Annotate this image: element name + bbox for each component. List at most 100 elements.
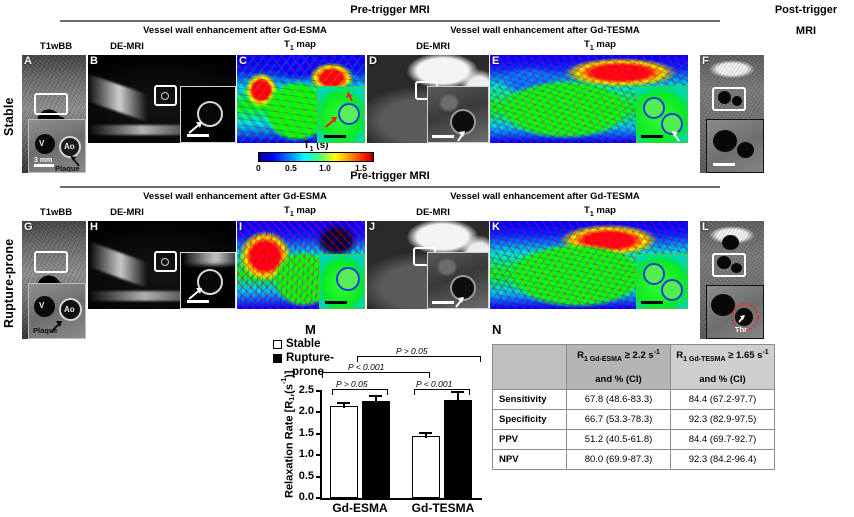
- chart-ytick-2.5: 2.5: [298, 384, 314, 396]
- panel-e-inset-vein: [643, 97, 665, 119]
- panel-b-inset-arrow: [188, 122, 202, 134]
- sig-bracket-3-tick-left: [414, 389, 416, 395]
- panel-j-inset-scalebar: [432, 301, 454, 304]
- panel-g-aorta: [59, 298, 82, 321]
- esma-group-header-row1: Vessel wall enhancement after Gd-ESMA: [143, 25, 327, 36]
- colorbar-gradient: [258, 152, 374, 162]
- panel-k-t1map-tesma-rupture[interactable]: K: [490, 221, 688, 309]
- panel-a-roi-box: [34, 93, 68, 115]
- panel-g-inset: V Ao Plaque: [28, 283, 86, 339]
- panel-h-inset-ring: [197, 269, 223, 295]
- panel-l-post-trigger-rupture[interactable]: L Thr: [700, 221, 764, 339]
- panel-b-demri-esma-stable[interactable]: B: [88, 55, 236, 143]
- errorcap-tesma-stable: [419, 432, 432, 434]
- demri-header-b: DE-MRI: [416, 41, 450, 52]
- panel-a-vein-label: V: [39, 139, 45, 148]
- accuracy-table: R1 Gd-ESMA ≥ 2.2 s-1 and % (CI) R1 Gd-TE…: [492, 343, 775, 471]
- table-row: Sensitivity 67.8 (48.6-83.3) 84.4 (67.2-…: [492, 389, 775, 411]
- panel-h-inset: [180, 252, 236, 309]
- legend-label-rupture-line2: prone: [292, 366, 324, 378]
- chart-xlabel-tesma: Gd-TESMA: [411, 501, 475, 515]
- panel-f-vessel-1: [718, 91, 731, 104]
- panel-a-aorta-label: Ao: [64, 142, 75, 151]
- panel-l-vessel-1: [717, 256, 731, 269]
- panel-a-scalebar-label: 3 mm: [34, 157, 53, 164]
- bar-tesma-stable[interactable]: [412, 436, 440, 498]
- errorbar-esma-rupture: [375, 395, 377, 403]
- table-header-esma: R1 Gd-ESMA ≥ 2.2 s-1 and % (CI): [566, 343, 671, 391]
- post-trigger-header-line2: MRI: [795, 25, 817, 37]
- errorbar-tesma-rupture: [457, 391, 459, 401]
- panel-b-label: B: [90, 55, 98, 67]
- panel-l-roi-box: [712, 253, 746, 277]
- chart-ytickmark-0.0: [316, 497, 320, 499]
- table-metric-ppv: PPV: [492, 429, 567, 451]
- panel-e-inset-aorta: [661, 113, 683, 135]
- panel-c-t1map-esma-stable[interactable]: C: [237, 55, 365, 143]
- panel-k-inset-scalebar: [641, 301, 663, 304]
- table-row: NPV 80.0 (69.9-87.3) 92.3 (84.2-96.4): [492, 449, 775, 471]
- panel-h-roi-box: [154, 251, 177, 272]
- table-cell-ppv-tesma: 84.4 (69.7-92.7): [670, 429, 775, 451]
- chart-ytick-1.0: 1.0: [298, 448, 314, 460]
- panel-j-inset-arrow: [455, 297, 464, 308]
- table-metric-specificity: Specificity: [492, 409, 567, 431]
- panel-d-inset-arrow: [457, 131, 465, 142]
- panel-h-demri-esma-rupture[interactable]: H: [88, 221, 236, 309]
- panel-f-post-trigger-stable[interactable]: F: [700, 55, 764, 173]
- bar-esma-rupture[interactable]: [362, 401, 390, 498]
- panel-j-demri-tesma-rupture[interactable]: J: [367, 221, 489, 309]
- panel-k-label: K: [492, 221, 500, 233]
- panel-g-roi-box: [34, 251, 68, 273]
- sig-bracket-4-label: P > 0.05: [396, 346, 428, 356]
- sig-bracket-1-line: [332, 389, 388, 391]
- chart-ytickmark-1.0: [316, 454, 320, 456]
- colorbar-tick-3: 1.5: [355, 163, 367, 173]
- panel-n-label: N: [492, 322, 502, 337]
- chart-ytickmark-2.5: [316, 390, 320, 392]
- table-header-tesma: R1 Gd-TESMA ≥ 1.65 s-1 and % (CI): [670, 343, 775, 391]
- table-header-row: R1 Gd-ESMA ≥ 2.2 s-1 and % (CI) R1 Gd-TE…: [492, 343, 775, 391]
- bar-esma-stable[interactable]: [330, 406, 358, 498]
- chart-x-axis: [320, 498, 482, 500]
- sig-bracket-3-line: [414, 389, 470, 391]
- esma-group-header-row2: Vessel wall enhancement after Gd-ESMA: [143, 191, 327, 202]
- table-cell-npv-esma: 80.0 (69.9-87.3): [566, 449, 671, 471]
- table-corner-cell: [492, 343, 567, 391]
- panel-a-scalebar: [34, 164, 54, 167]
- panel-g-plaque-label: Plaque: [33, 326, 58, 335]
- table-row: Specificity 66.7 (53.3-78.3) 92.3 (82.9-…: [492, 409, 775, 431]
- demri-header-d: DE-MRI: [416, 207, 450, 218]
- bar-tesma-rupture[interactable]: [444, 400, 472, 498]
- panel-e-inset: [636, 86, 688, 143]
- t1map-header-a: T1 map: [260, 39, 340, 53]
- panel-i-t1map-esma-rupture[interactable]: I: [237, 221, 365, 309]
- panel-g-aorta-label: Ao: [64, 305, 75, 314]
- panel-l-thrombus-label: Thr: [735, 325, 748, 334]
- panel-a-label: A: [24, 55, 32, 67]
- panel-f-inset-vessel-1: [713, 130, 737, 152]
- legend-swatch-rupture: [273, 354, 282, 363]
- panel-a-plaque-label: Plaque: [55, 164, 80, 173]
- panel-e-inset-scalebar: [641, 135, 663, 138]
- panel-k-inset-aorta: [661, 279, 683, 301]
- panel-g-t1wbb-rupture[interactable]: G V Ao Plaque: [22, 221, 86, 339]
- panel-f-label: F: [702, 55, 709, 67]
- panel-l-inset-vessel-1: [711, 294, 735, 316]
- table-header-tesma-line2: and % (CI): [699, 374, 746, 386]
- tesma-group-header-row1: Vessel wall enhancement after Gd-TESMA: [450, 25, 640, 36]
- panel-d-demri-tesma-stable[interactable]: D: [367, 55, 489, 143]
- sig-bracket-4-tick-right: [480, 356, 482, 362]
- row-label-rupture-prone: Rupture-prone: [2, 238, 16, 328]
- panel-f-roi-box: [712, 87, 746, 111]
- table-header-esma-line2: and % (CI): [595, 374, 642, 386]
- panel-a-t1wbb-stable[interactable]: A V Ao Plaque 3 mm: [22, 55, 86, 173]
- sig-bracket-1-tick-right: [387, 389, 389, 395]
- panel-e-t1map-tesma-stable[interactable]: E: [490, 55, 688, 143]
- panel-h-inset-scalebar: [187, 300, 209, 303]
- panel-a-plaque-arrow: [70, 155, 80, 167]
- table-cell-sensitivity-esma: 67.8 (48.6-83.3): [566, 389, 671, 411]
- sig-bracket-3-label: P < 0.001: [416, 379, 453, 389]
- panel-b-vessel: [161, 92, 169, 100]
- chart-ytick-1.5: 1.5: [298, 427, 314, 439]
